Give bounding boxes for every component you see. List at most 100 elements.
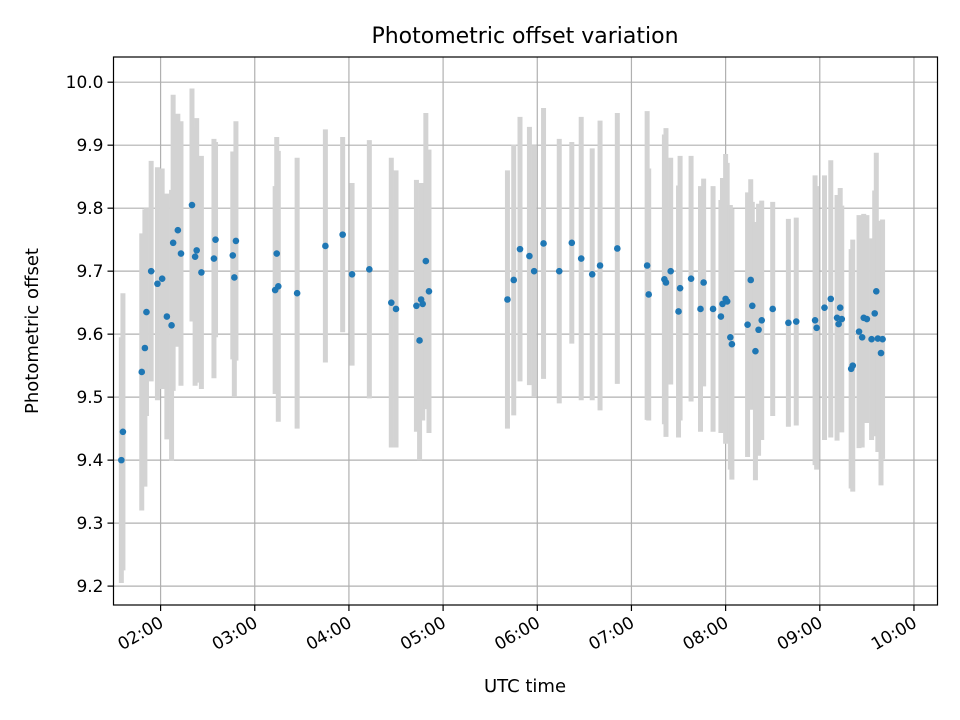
y-axis-label: Photometric offset xyxy=(22,248,43,414)
data-point xyxy=(348,271,356,278)
data-point xyxy=(275,282,282,290)
data-point xyxy=(748,302,756,310)
data-point xyxy=(210,255,218,262)
data-point xyxy=(232,237,240,245)
y-tick-label: 9.2 xyxy=(76,577,103,597)
y-tick-label: 9.5 xyxy=(76,388,103,408)
data-point xyxy=(872,288,880,295)
data-point xyxy=(141,344,149,352)
data-point xyxy=(727,333,734,341)
data-point xyxy=(879,335,886,343)
data-point xyxy=(863,315,871,323)
data-point xyxy=(577,255,585,262)
y-tick-label: 9.9 xyxy=(76,136,103,156)
data-point xyxy=(413,302,420,310)
data-point xyxy=(163,313,171,320)
data-point xyxy=(838,315,846,323)
data-point xyxy=(191,253,199,260)
data-point xyxy=(168,322,175,329)
data-point xyxy=(339,231,346,238)
data-point xyxy=(169,239,177,247)
data-point xyxy=(530,267,538,275)
data-point xyxy=(728,340,736,348)
data-point xyxy=(700,279,707,286)
data-point xyxy=(540,240,547,247)
y-tick-label: 9.3 xyxy=(76,514,103,534)
data-point xyxy=(835,320,842,328)
data-point xyxy=(836,304,844,311)
data-point xyxy=(785,319,792,327)
data-point xyxy=(877,349,885,357)
data-point xyxy=(752,347,759,355)
data-point xyxy=(645,291,653,298)
data-point xyxy=(118,456,125,464)
data-point xyxy=(198,269,205,276)
data-point xyxy=(510,276,518,284)
data-point xyxy=(193,247,200,254)
data-point xyxy=(811,316,819,324)
data-point xyxy=(229,252,237,259)
data-point xyxy=(755,326,762,334)
data-point xyxy=(675,308,682,315)
data-point xyxy=(709,305,717,313)
y-tick-label: 9.8 xyxy=(76,199,103,219)
data-point xyxy=(143,308,150,316)
data-point xyxy=(758,316,766,324)
y-tick-label: 9.7 xyxy=(76,262,103,282)
data-point xyxy=(212,236,219,243)
y-tick-label: 9.4 xyxy=(76,451,103,471)
data-point xyxy=(769,305,776,313)
data-point xyxy=(158,275,166,283)
data-point xyxy=(177,250,185,257)
data-point xyxy=(827,295,835,303)
grid xyxy=(113,57,938,605)
data-point xyxy=(504,296,511,303)
data-point xyxy=(322,242,329,250)
data-points xyxy=(118,201,886,464)
data-point xyxy=(138,368,146,376)
data-point xyxy=(366,265,373,273)
chart-title: Photometric offset variation xyxy=(371,24,678,49)
data-point xyxy=(422,257,430,265)
data-point xyxy=(723,298,731,305)
x-axis-label: UTC time xyxy=(484,676,566,697)
y-axis: 9.2 9.3 9.4 9.5 9.6 9.7 9.8 9.9 10.0 xyxy=(66,73,114,597)
data-point xyxy=(555,267,563,275)
data-point xyxy=(821,304,828,311)
data-point xyxy=(174,226,182,234)
data-point xyxy=(792,318,800,325)
data-point xyxy=(293,289,301,297)
data-point xyxy=(697,305,704,313)
data-point xyxy=(596,262,604,269)
data-point xyxy=(526,252,533,260)
data-point xyxy=(747,276,755,284)
data-point xyxy=(188,201,196,209)
data-point xyxy=(868,335,875,343)
data-point xyxy=(425,288,433,295)
data-point xyxy=(388,299,395,306)
y-tick-label: 9.6 xyxy=(76,325,103,345)
data-point xyxy=(273,250,281,257)
data-point xyxy=(231,274,238,281)
data-point xyxy=(813,324,820,332)
data-point xyxy=(154,280,161,288)
data-point xyxy=(871,310,879,317)
data-point xyxy=(588,271,596,278)
data-point xyxy=(667,267,674,275)
data-point xyxy=(717,313,725,320)
data-point xyxy=(568,239,576,247)
data-point xyxy=(419,300,426,308)
data-point xyxy=(858,333,866,341)
data-point xyxy=(676,284,684,292)
data-point xyxy=(147,267,155,275)
data-point xyxy=(744,321,751,329)
data-point xyxy=(416,337,423,344)
data-point xyxy=(643,262,651,269)
data-point xyxy=(687,275,695,283)
data-point xyxy=(119,428,127,436)
data-point xyxy=(516,245,524,253)
plot-area-frame xyxy=(112,56,939,606)
data-point xyxy=(614,245,621,252)
data-point xyxy=(855,328,863,335)
